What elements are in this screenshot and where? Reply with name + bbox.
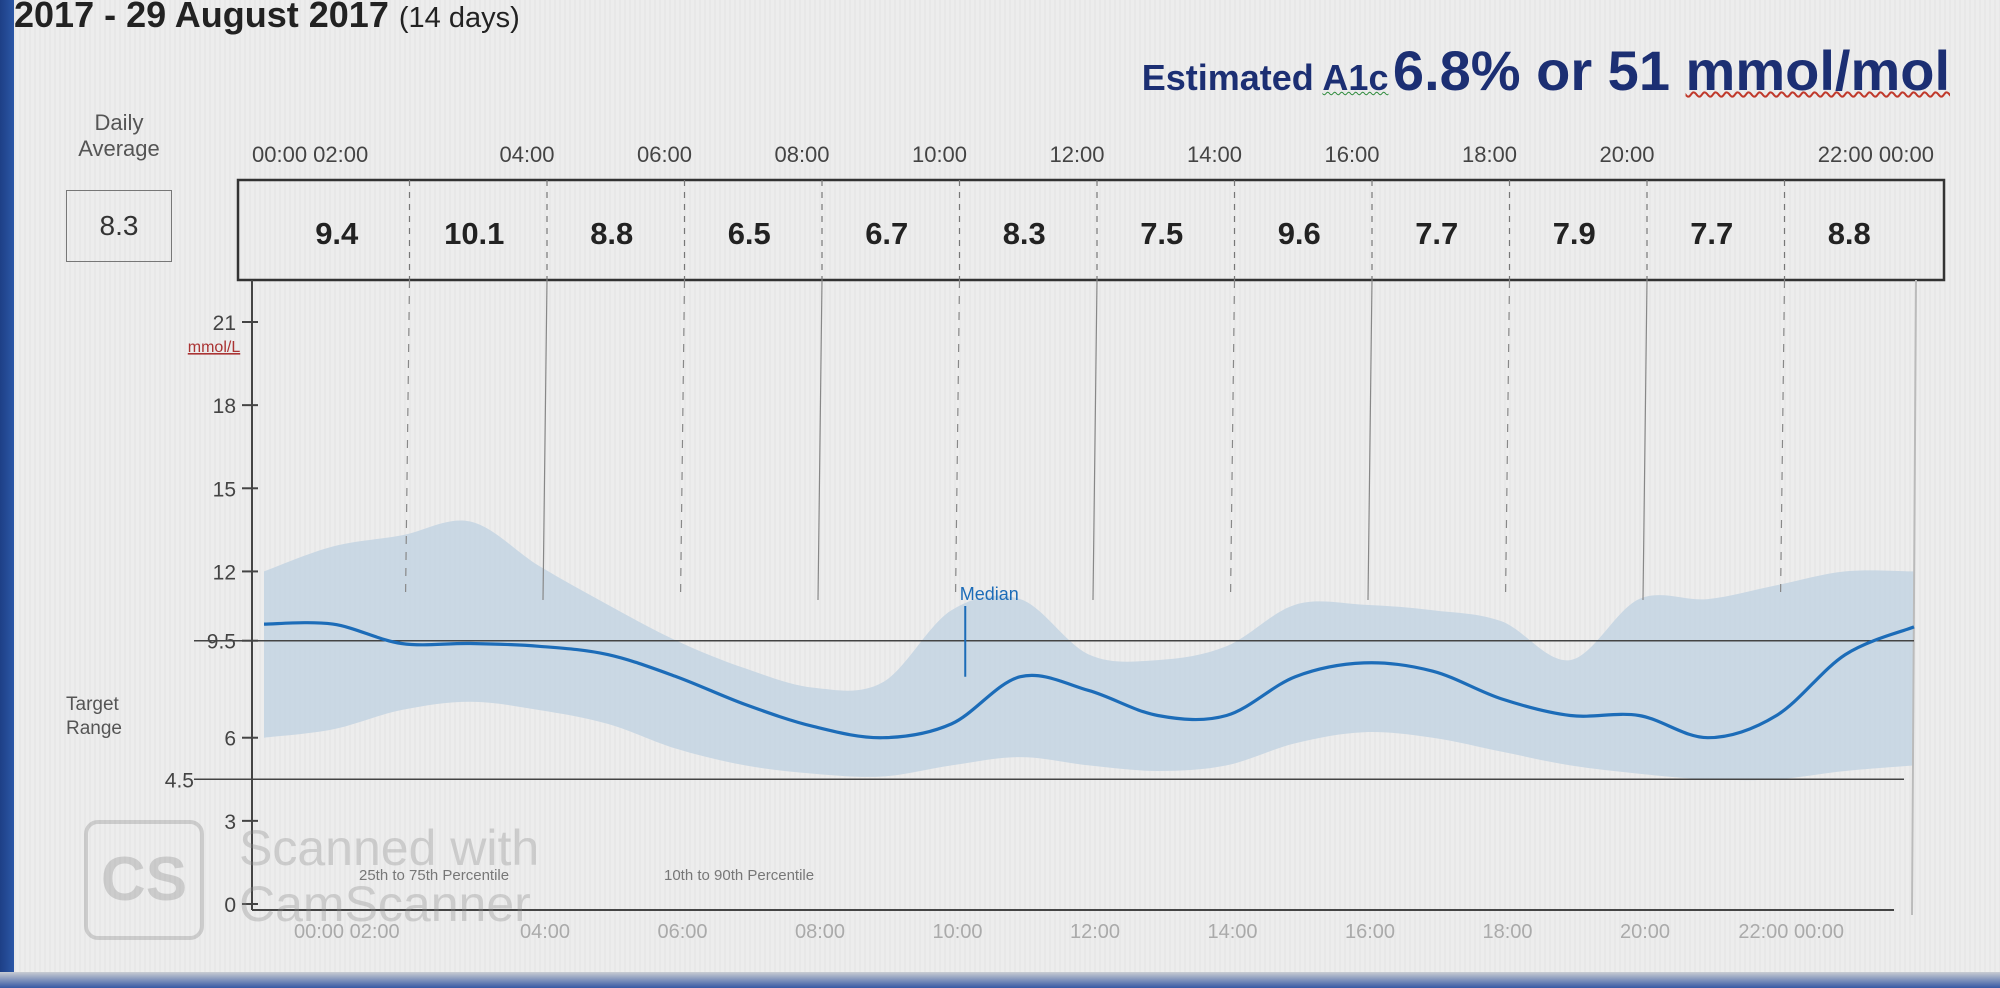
estimated-a1c: Estimated A1c 6.8% or 51 mmol/mol xyxy=(1142,38,1950,103)
two-hour-average: 10.1 xyxy=(444,216,504,251)
top-time-label: 14:00 xyxy=(1187,142,1242,167)
screen-edge xyxy=(0,972,2000,988)
hour-gridline xyxy=(1229,279,1236,601)
hour-gridline xyxy=(404,279,411,601)
two-hour-average: 7.9 xyxy=(1553,216,1596,251)
bottom-time-label: 08:00 xyxy=(795,921,845,943)
chart-grid xyxy=(194,178,1946,916)
bottom-time-label: 00:00 02:00 xyxy=(294,921,400,943)
two-hour-average: 8.8 xyxy=(1828,216,1871,251)
bottom-time-label: 10:00 xyxy=(932,921,982,943)
top-time-label: 12:00 xyxy=(1049,142,1104,167)
bottom-time-label: 16:00 xyxy=(1345,921,1395,943)
hour-gridline xyxy=(679,279,686,601)
y-tick-label: 6 xyxy=(224,728,236,751)
daily-average-value: 8.3 xyxy=(66,190,172,262)
bottom-time-label: 06:00 xyxy=(657,921,707,943)
legend-outer-band: 10th to 90th Percentile xyxy=(664,867,814,884)
target-range-label: Target Range xyxy=(66,694,122,739)
hour-gridline xyxy=(1779,279,1786,601)
percentile-band xyxy=(264,520,1914,781)
a1c-label-text: Estimated xyxy=(1141,57,1323,98)
hour-gridline xyxy=(1367,279,1373,601)
two-hour-average: 7.7 xyxy=(1415,216,1458,251)
right-border xyxy=(1911,279,1917,916)
top-time-label: 10:00 xyxy=(912,142,967,167)
y-tick-label: 12 xyxy=(213,561,236,584)
two-hour-average: 6.7 xyxy=(865,216,908,251)
date-range: 2017 - 29 August 2017 xyxy=(14,0,389,35)
top-time-label: 08:00 xyxy=(774,142,829,167)
top-time-label: 00:00 02:00 xyxy=(252,142,368,167)
a1c-value-text: 6.8% or 51 xyxy=(1392,39,1686,102)
bottom-time-label: 18:00 xyxy=(1482,921,1532,943)
watermark-text: Scanned with CamScanner xyxy=(239,820,540,932)
median-label: Median xyxy=(960,584,1019,604)
hour-gridline xyxy=(1092,279,1098,601)
hour-gridline xyxy=(1504,279,1511,601)
date-range-header: 2017 - 29 August 2017 (14 days) xyxy=(14,0,520,36)
agp-chart: 0 3 6 9.5 12 15 18 21 4.5 mmol/L Target Range 00:00 … xyxy=(66,142,1946,943)
percentile-bands xyxy=(264,520,1914,781)
two-hour-table xyxy=(236,178,1946,282)
hour-gridline xyxy=(954,279,961,601)
two-hour-average: 7.5 xyxy=(1140,216,1183,251)
scanner-watermark: CS Scanned with CamScanner xyxy=(84,820,604,940)
legend-inner-band: 25th to 75th Percentile xyxy=(359,867,509,884)
median-line xyxy=(263,621,1915,740)
two-hour-average: 7.7 xyxy=(1690,216,1733,251)
y-tick-label: 9.5 xyxy=(207,631,236,654)
top-time-label: 20:00 xyxy=(1599,142,1654,167)
bottom-time-label: 12:00 xyxy=(1070,921,1120,943)
two-hour-average: 9.4 xyxy=(315,216,359,251)
a1c-unit: mmol/mol xyxy=(1685,39,1950,102)
chart-marks: 0 3 6 9.5 12 15 18 21 4.5 mmol/L Target Range 00:00 … xyxy=(66,142,1934,943)
target-lower-label: 4.5 xyxy=(165,769,194,792)
a1c-label: Estimated A1c xyxy=(1142,57,1389,98)
top-time-label: 16:00 xyxy=(1324,142,1379,167)
bottom-time-label: 14:00 xyxy=(1207,921,1257,943)
printed-report: 2017 - 29 August 2017 (14 days) Estimate… xyxy=(14,0,2000,975)
y-tick-label: 0 xyxy=(224,894,236,917)
top-time-label: 06:00 xyxy=(637,142,692,167)
y-unit-label: mmol/L xyxy=(188,339,241,356)
two-hour-average: 8.3 xyxy=(1003,216,1046,251)
hour-gridline xyxy=(542,279,548,601)
hour-gridline xyxy=(1642,279,1648,601)
two-hour-average: 6.5 xyxy=(728,216,771,251)
y-tick-label: 3 xyxy=(224,811,236,834)
two-hour-average: 9.6 xyxy=(1278,216,1321,251)
two-hour-average: 8.8 xyxy=(590,216,633,251)
top-time-label: 04:00 xyxy=(499,142,554,167)
a1c-abbrev: A1c xyxy=(1322,57,1389,98)
hour-gridline xyxy=(817,279,823,601)
top-time-label: 18:00 xyxy=(1462,142,1517,167)
daily-average-label: Daily Average xyxy=(78,110,160,161)
top-time-label: 22:00 00:00 xyxy=(1818,142,1934,167)
target-range-word: Range xyxy=(66,718,122,739)
bottom-time-label: 22:00 00:00 xyxy=(1738,921,1844,943)
days-count: (14 days) xyxy=(398,2,520,34)
camscanner-logo: CS xyxy=(84,820,204,940)
target-range-word: Target xyxy=(66,694,120,715)
a1c-value: 6.8% or 51 mmol/mol xyxy=(1393,39,1950,102)
y-tick-label: 15 xyxy=(213,478,236,501)
bottom-time-label: 04:00 xyxy=(520,921,570,943)
y-tick-label: 21 xyxy=(213,312,236,335)
y-tick-label: 18 xyxy=(213,395,236,418)
bottom-time-label: 20:00 xyxy=(1620,921,1670,943)
